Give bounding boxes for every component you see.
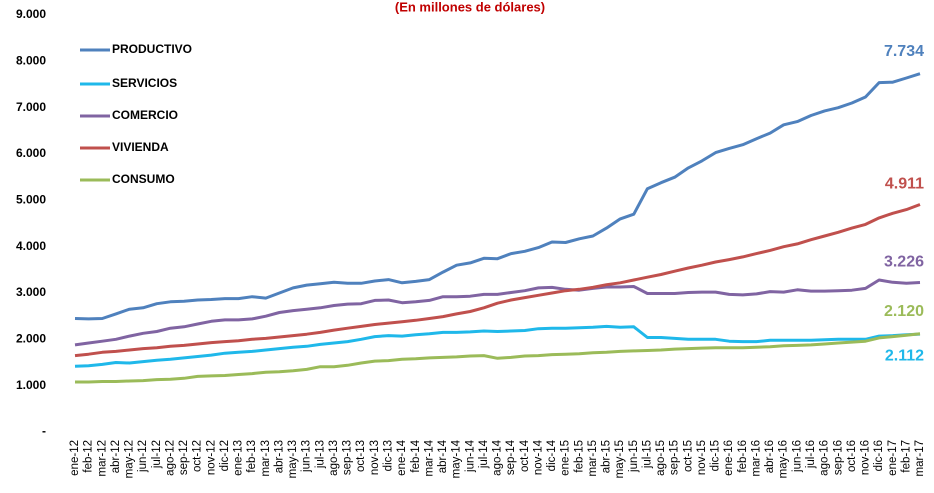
- legend-label: PRODUCTIVO: [112, 42, 192, 56]
- x-tick-label: dic-16: [873, 440, 885, 471]
- y-tick-label: 8.000: [16, 54, 46, 68]
- data-label: 2.120: [884, 303, 924, 320]
- x-tick-label: mar-15: [587, 440, 599, 476]
- x-tick-label: abr-15: [601, 440, 613, 473]
- series-line: [74, 324, 921, 368]
- x-tick-label: nov-14: [532, 439, 544, 475]
- x-tick-label: oct-15: [682, 440, 694, 472]
- x-tick-label: oct-13: [355, 440, 367, 472]
- x-tick-label: may-16: [778, 440, 790, 478]
- data-label: 4.911: [885, 176, 924, 193]
- x-tick-label: ene-15: [560, 440, 572, 476]
- x-tick-label: may-13: [287, 440, 299, 478]
- x-tick-label: abr-16: [764, 440, 776, 473]
- x-tick-label: ago-12: [164, 440, 176, 476]
- legend-label: COMERCIO: [112, 108, 178, 122]
- series-line: [74, 278, 921, 347]
- x-tick-label: ene-16: [723, 440, 735, 476]
- legend-label: CONSUMO: [112, 172, 175, 186]
- x-tick-label: may-14: [451, 439, 463, 478]
- x-tick-label: nov-13: [369, 440, 381, 475]
- x-tick-label: may-15: [614, 440, 626, 478]
- x-tick-label: sep-12: [178, 440, 190, 475]
- y-tick-label: 5.000: [16, 193, 46, 207]
- y-tick-label: 7.000: [16, 100, 46, 114]
- x-tick-label: jun-13: [301, 440, 313, 473]
- x-tick-label: sep-15: [669, 440, 681, 475]
- y-tick-label: -: [42, 424, 46, 438]
- x-tick-label: feb-15: [573, 440, 585, 473]
- x-tick-label: oct-16: [846, 440, 858, 472]
- x-tick-label: mar-17: [914, 440, 926, 476]
- x-tick-label: sep-14: [505, 439, 517, 475]
- x-tick-label: jul-13: [314, 440, 326, 469]
- x-tick-label: jul-16: [805, 440, 817, 469]
- x-tick-label: ago-16: [819, 440, 831, 476]
- x-tick-label: ene-12: [69, 440, 81, 476]
- x-tick-label: jul-12: [151, 440, 163, 469]
- x-tick-label: oct-14: [519, 439, 531, 472]
- x-tick-label: feb-12: [83, 440, 95, 473]
- data-label: 2.112: [885, 347, 924, 364]
- x-tick-label: ago-13: [328, 440, 340, 476]
- y-tick-label: 3.000: [16, 285, 46, 299]
- series-line: [75, 332, 921, 384]
- x-tick-label: mar-12: [96, 440, 108, 476]
- y-tick-label: 6.000: [16, 146, 46, 160]
- chart-subtitle: (En millones de dólares): [395, 0, 545, 14]
- y-tick-label: 1.000: [16, 378, 46, 392]
- y-tick-label: 2.000: [16, 332, 46, 346]
- x-tick-label: nov-12: [205, 440, 217, 475]
- x-tick-label: jun-12: [137, 440, 149, 473]
- x-tick-label: ago-14: [492, 439, 504, 475]
- x-tick-label: mar-16: [750, 440, 762, 476]
- x-tick-label: ene-13: [233, 440, 245, 476]
- x-tick-label: feb-17: [900, 440, 912, 473]
- x-tick-label: sep-16: [832, 440, 844, 475]
- x-tick-label: abr-14: [437, 439, 449, 473]
- x-tick-label: feb-14: [410, 439, 422, 472]
- x-tick-label: jul-14: [478, 439, 490, 469]
- x-tick-label: dic-15: [710, 440, 722, 471]
- x-tick-label: jun-14: [464, 439, 476, 473]
- legend-label: VIVIENDA: [112, 140, 169, 154]
- x-tick-label: dic-12: [219, 440, 231, 471]
- series-line: [74, 72, 921, 321]
- x-tick-label: jul-15: [641, 440, 653, 469]
- x-tick-label: dic-14: [546, 439, 558, 471]
- x-tick-label: abr-12: [110, 440, 122, 473]
- x-tick-label: may-12: [124, 440, 136, 478]
- x-tick-label: dic-13: [382, 440, 394, 471]
- x-tick-label: ene-14: [396, 439, 408, 475]
- legend-label: SERVICIOS: [112, 76, 177, 90]
- data-label: 7.734: [884, 43, 924, 60]
- x-tick-label: nov-16: [860, 440, 872, 475]
- x-tick-label: ago-15: [655, 440, 667, 476]
- x-tick-label: jun-15: [628, 440, 640, 473]
- y-tick-label: 9.000: [16, 7, 46, 21]
- x-tick-label: feb-16: [737, 440, 749, 473]
- data-label: 3.226: [884, 254, 924, 271]
- x-tick-label: abr-13: [273, 440, 285, 473]
- x-tick-label: jun-16: [791, 440, 803, 473]
- x-tick-label: ene-17: [887, 440, 899, 476]
- x-tick-label: oct-12: [192, 440, 204, 472]
- series-line: [74, 203, 921, 358]
- x-tick-label: mar-13: [260, 440, 272, 476]
- x-tick-label: sep-13: [342, 440, 354, 475]
- x-tick-label: mar-14: [423, 439, 435, 476]
- y-tick-label: 4.000: [16, 239, 46, 253]
- x-tick-label: feb-13: [246, 440, 258, 473]
- x-tick-label: nov-15: [696, 440, 708, 475]
